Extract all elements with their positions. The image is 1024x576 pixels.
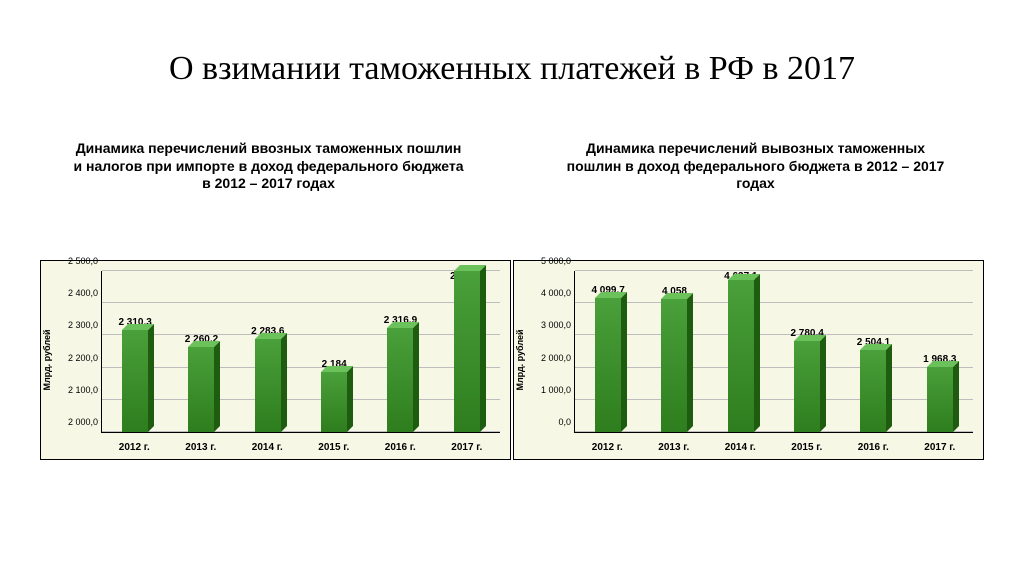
chart-titles-row: Динамика перечислений ввозных таможенных… <box>40 140 984 193</box>
ytick-label: 3 000,0 <box>541 320 575 330</box>
left-plot: 2 000,02 100,02 200,02 300,02 400,02 500… <box>101 271 500 433</box>
bar-slot: 2 310,3 <box>102 271 168 432</box>
bar-side <box>413 322 419 432</box>
bar <box>860 350 886 432</box>
bar <box>321 372 347 432</box>
xtick-label: 2012 г. <box>101 442 168 453</box>
ytick-label: 2 000,0 <box>541 353 575 363</box>
bar-side <box>347 366 353 432</box>
bar <box>728 284 754 432</box>
bar <box>387 328 413 432</box>
ytick-label: 2 300,0 <box>68 320 102 330</box>
bar-front <box>860 350 886 432</box>
bar-side <box>820 335 826 432</box>
bar-side <box>886 344 892 432</box>
bar-front <box>387 328 413 432</box>
left-yaxis-label: Млрд. рублей <box>42 329 52 390</box>
bar-slot: 2 504,1 <box>840 271 906 432</box>
bar-side <box>214 341 220 432</box>
bars-container: 4 099,74 0584 637,12 780,42 504,11 968,3 <box>575 271 973 432</box>
bar-front <box>454 271 480 432</box>
xtick-label: 2016 г. <box>367 442 434 453</box>
xtick-label: 2012 г. <box>574 442 641 453</box>
xtick-label: 2017 г. <box>907 442 974 453</box>
bar-front <box>794 341 820 432</box>
ytick-label: 4 000,0 <box>541 288 575 298</box>
slide: О взимании таможенных платежей в РФ в 20… <box>0 0 1024 576</box>
bars-container: 2 310,32 260,22 283,62 1842 316,92 490,3 <box>102 271 500 432</box>
bar <box>794 341 820 432</box>
xtick-label: 2017 г. <box>434 442 501 453</box>
bar-front <box>122 330 148 432</box>
bar <box>661 299 687 432</box>
bar-slot: 4 637,1 <box>708 271 774 432</box>
bar-side <box>621 292 627 432</box>
bar-slot: 2 316,9 <box>367 271 433 432</box>
bar-front <box>255 339 281 432</box>
bar <box>122 330 148 432</box>
bar-side <box>480 265 486 432</box>
bar-slot: 1 968,3 <box>907 271 973 432</box>
bar-front <box>927 367 953 432</box>
right-plot: 0,01 000,02 000,03 000,04 000,05 000,04 … <box>574 271 973 433</box>
ytick-label: 1 000,0 <box>541 385 575 395</box>
bar-side <box>754 274 760 432</box>
right-yaxis-label: Млрд. рублей <box>515 329 525 390</box>
right-chart-title: Динамика перечислений вывозных таможенны… <box>527 140 984 193</box>
right-xaxis: 2012 г.2013 г.2014 г.2015 г.2016 г.2017 … <box>574 442 973 453</box>
bar-side <box>148 324 154 432</box>
xtick-label: 2015 г. <box>301 442 368 453</box>
bar-side <box>687 293 693 432</box>
ytick-label: 2 100,0 <box>68 385 102 395</box>
bar-slot: 2 260,2 <box>168 271 234 432</box>
ytick-label: 2 400,0 <box>68 288 102 298</box>
bar-slot: 4 099,7 <box>575 271 641 432</box>
xtick-label: 2013 г. <box>168 442 235 453</box>
bar-front <box>321 372 347 432</box>
bar-slot: 2 490,3 <box>434 271 500 432</box>
bar <box>188 347 214 432</box>
bar-side <box>281 333 287 432</box>
bar-front <box>595 298 621 432</box>
bar-slot: 2 184 <box>301 271 367 432</box>
bar-slot: 2 283,6 <box>235 271 301 432</box>
left-chart: Млрд. рублей 2 000,02 100,02 200,02 300,… <box>40 260 511 460</box>
ytick-label: 2 200,0 <box>68 353 102 363</box>
bar-front <box>188 347 214 432</box>
right-chart: Млрд. рублей 0,01 000,02 000,03 000,04 0… <box>513 260 984 460</box>
bar <box>454 284 480 432</box>
bar-top <box>595 292 627 298</box>
charts-row: Млрд. рублей 2 000,02 100,02 200,02 300,… <box>40 260 984 460</box>
left-chart-title: Динамика перечислений ввозных таможенных… <box>40 140 497 193</box>
ytick-label: 2 500,0 <box>68 256 102 266</box>
bar-slot: 4 058 <box>641 271 707 432</box>
bar-front <box>728 280 754 432</box>
bar-slot: 2 780,4 <box>774 271 840 432</box>
bar <box>927 367 953 432</box>
bar-front <box>661 299 687 432</box>
slide-title: О взимании таможенных платежей в РФ в 20… <box>0 50 1024 88</box>
bar <box>595 298 621 432</box>
xtick-label: 2014 г. <box>707 442 774 453</box>
bar-side <box>953 361 959 432</box>
ytick-label: 5 000,0 <box>541 256 575 266</box>
xtick-label: 2015 г. <box>774 442 841 453</box>
xtick-label: 2016 г. <box>840 442 907 453</box>
bar <box>255 339 281 432</box>
ytick-label: 2 000,0 <box>68 417 102 427</box>
xtick-label: 2014 г. <box>234 442 301 453</box>
ytick-label: 0,0 <box>558 417 575 427</box>
xtick-label: 2013 г. <box>641 442 708 453</box>
left-xaxis: 2012 г.2013 г.2014 г.2015 г.2016 г.2017 … <box>101 442 500 453</box>
